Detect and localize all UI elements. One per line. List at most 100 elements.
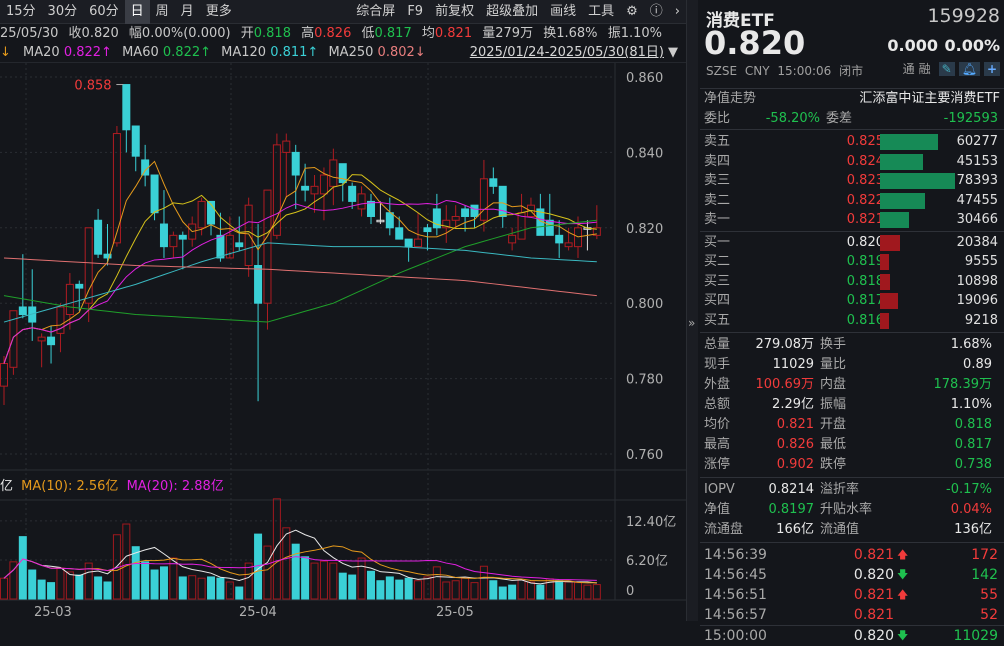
settings-gear-icon[interactable]: ⚙ (626, 4, 638, 19)
level-volume-bar (880, 293, 899, 309)
tool-button[interactable]: F9 (407, 4, 424, 19)
volume-bar (150, 569, 159, 600)
bid-level[interactable]: 买一 0.820 20384 (700, 233, 1004, 253)
volume-bar (319, 560, 328, 600)
help-icon[interactable]: ⓘ (649, 4, 663, 19)
candle-body (319, 174, 328, 195)
level-label: 卖四 (704, 153, 731, 169)
tick-row: 15:00:00 0.820 🡇 11029 (700, 625, 1004, 645)
period-tab[interactable]: 60分 (89, 3, 119, 19)
currency: CNY (744, 64, 770, 78)
expand-chevron-icon[interactable]: » (688, 316, 696, 330)
kline-chart[interactable]: 0.860 0.840 0.820 0.800 0.780 0.760 12.40亿 6.20… (0, 0, 686, 621)
dropdown-triangle-icon[interactable]: ▼ (668, 45, 678, 60)
quote-time: 15:00:06 (777, 64, 832, 78)
ma10-cut: ↓ (0, 45, 11, 60)
stat-value: 0.821 (776, 417, 814, 432)
ask-level[interactable]: 卖一 0.821 30466 (700, 210, 1004, 230)
candle-body (442, 219, 451, 229)
stat-row: 总额 2.29亿 振幅 1.10% (700, 395, 1004, 415)
candle-body (348, 185, 357, 202)
level-volume: 30466 (956, 212, 998, 227)
volume-bar (28, 569, 37, 600)
nav-trend-row[interactable]: 净值走势 汇添富中证主要消费ETF (700, 89, 1004, 109)
ma250-value: 0.802↓ (377, 45, 426, 60)
candle-body (254, 265, 263, 304)
open-label: 开 (240, 26, 254, 41)
high-label: 高 (301, 26, 315, 41)
tool-button[interactable]: 综合屏 (356, 4, 396, 19)
candle-body (395, 227, 404, 240)
volume-bar (282, 527, 291, 600)
level-label: 卖三 (704, 173, 731, 188)
level-price: 0.822 (846, 192, 884, 208)
ask-level[interactable]: 卖五 0.825 60277 (700, 132, 1004, 152)
ask-level[interactable]: 卖三 0.823 78393 (700, 171, 1004, 191)
period-tab[interactable]: 15分 (6, 3, 36, 19)
tool-button[interactable]: 画线 (550, 4, 577, 19)
bid-level[interactable]: 买四 0.817 19096 (700, 291, 1004, 311)
ma20-value: 0.822↑ (63, 45, 112, 60)
candle-body (122, 84, 131, 131)
level-volume: 78393 (956, 173, 998, 188)
bid-level[interactable]: 买二 0.819 9555 (700, 252, 1004, 272)
ask-level[interactable]: 卖二 0.822 47455 (700, 191, 1004, 211)
ma120-value: 0.811↑ (270, 45, 319, 60)
stat-row: 现手 11029 量比 0.89 (700, 355, 1004, 375)
chevron-right-icon[interactable]: › (674, 4, 680, 19)
volume-bar (197, 577, 206, 600)
order-ratio-row: 委比 -58.20% 委差 -192593 (700, 109, 1004, 129)
tool-button[interactable]: 前复权 (435, 4, 475, 19)
change-value: 0.00%(0.000) (141, 26, 231, 41)
candle-body (366, 200, 375, 217)
period-tab[interactable]: 更多 (205, 3, 232, 19)
volume-bar (423, 576, 432, 600)
period-tab[interactable]: 日 (124, 0, 150, 24)
ohlc-info-row: 25/05/30 收0.820 幅0.00%(0.000) 开0.818 高0.… (0, 24, 686, 43)
edit-pencil-icon[interactable]: ✎ (938, 61, 955, 76)
price-change: 0.000 (887, 36, 938, 55)
candle-body (451, 215, 460, 221)
alert-bell-icon[interactable]: 🔔︎ (958, 61, 980, 76)
arrow-up-icon: 🡅 (897, 548, 909, 561)
volume-bar (18, 536, 27, 600)
bid-level[interactable]: 买三 0.818 10898 (700, 272, 1004, 292)
tick-volume: 11029 (953, 628, 998, 644)
date-range-selector[interactable]: 2025/01/24-2025/05/30(81日) (469, 45, 664, 60)
level-label: 卖一 (704, 212, 731, 227)
volume-bar (536, 584, 545, 600)
stat-row: 均价 0.821 开盘 0.818 (700, 415, 1004, 435)
candle-body (508, 234, 517, 244)
ask-level[interactable]: 卖四 0.824 45153 (700, 152, 1004, 172)
add-plus-icon[interactable]: + (983, 61, 1000, 76)
stat-label: 跌停 (820, 457, 847, 472)
level-price: 0.819 (846, 254, 884, 269)
ma10-line (3, 174, 597, 364)
stat-value: 1.68% (950, 337, 992, 352)
volume-bar (216, 577, 225, 600)
bid-level[interactable]: 买五 0.816 9218 (700, 311, 1004, 331)
candle-body (555, 234, 564, 244)
period-tab[interactable]: 月 (180, 3, 194, 19)
tool-button[interactable]: 超级叠加 (486, 4, 539, 19)
etf-stats-table: IOPV 0.8214 溢折率 -0.17% 净值 0.8197 升贴水率 0.04% 流通盘 1… (700, 480, 1004, 540)
level-label: 卖二 (704, 192, 731, 208)
volume-bar (432, 566, 441, 600)
quote-header: 消费ETF 159928 0.820 0.000 0.00% SZSE CNY … (700, 0, 1004, 88)
candle-body (112, 133, 121, 244)
panel-splitter[interactable]: » (686, 0, 698, 621)
volume-bar (235, 586, 244, 600)
nav-trend-link[interactable]: 净值走势 (704, 91, 757, 106)
volume-bar (188, 575, 197, 600)
period-tab[interactable]: 周 (155, 3, 169, 19)
candle-body (357, 193, 366, 210)
volume-bar (338, 572, 347, 600)
tick-list[interactable]: 14:56:39 0.821 🡅 172 14:56:45 0.820 🡇 142 14:56:… (700, 545, 1004, 645)
period-tab[interactable]: 30分 (47, 3, 78, 19)
stat-label: IOPV (704, 482, 735, 497)
tool-button[interactable]: 工具 (588, 4, 615, 19)
stat-value: 2.29亿 (772, 397, 814, 412)
level-price: 0.816 (846, 312, 884, 328)
level-volume-bar (880, 134, 938, 150)
volume-bar (366, 570, 375, 600)
